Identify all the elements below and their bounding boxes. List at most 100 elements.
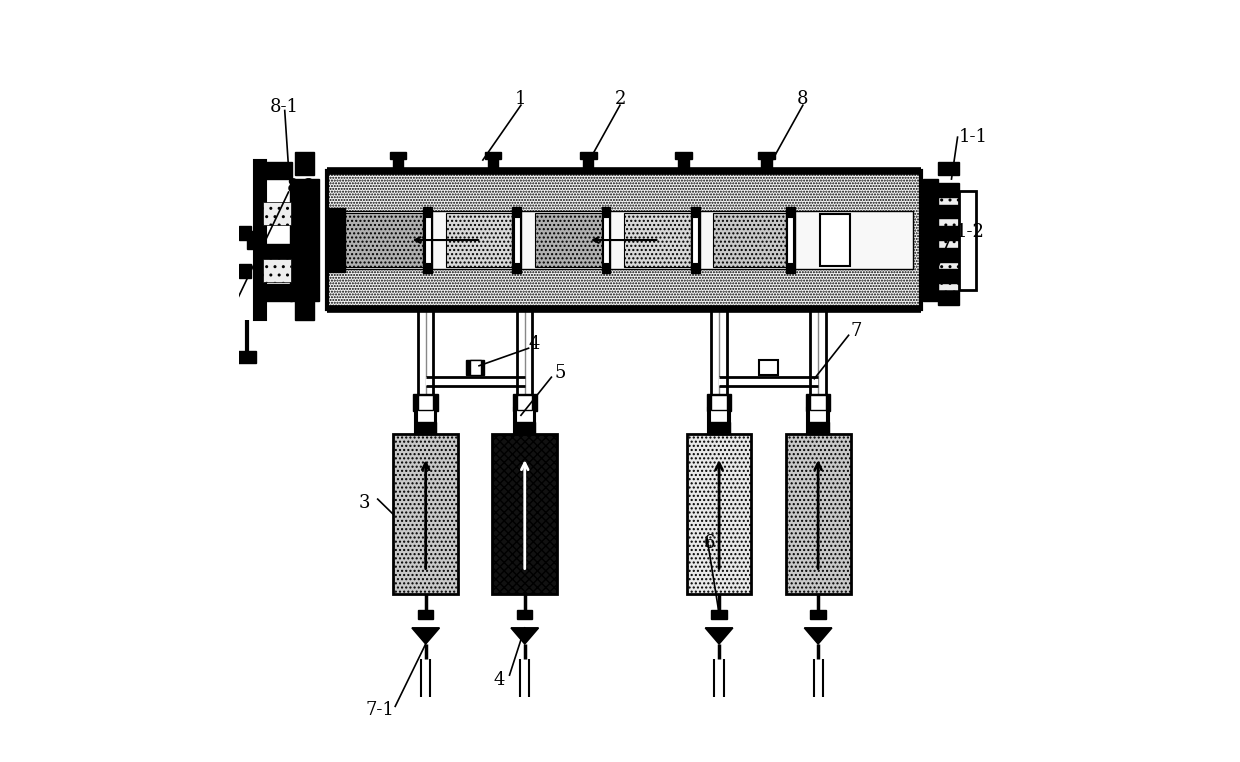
Bar <box>937 183 959 197</box>
Bar <box>761 155 771 171</box>
Bar <box>937 291 959 305</box>
Bar <box>254 160 265 320</box>
Bar <box>937 205 959 219</box>
Text: 1: 1 <box>515 90 527 108</box>
Bar <box>517 309 532 408</box>
Bar <box>515 408 536 434</box>
Text: 2: 2 <box>614 90 626 108</box>
Bar <box>937 248 959 261</box>
Bar <box>413 394 438 411</box>
Bar <box>708 408 729 434</box>
Bar <box>807 408 828 434</box>
Bar <box>719 377 818 386</box>
Bar <box>263 259 291 282</box>
Text: 8: 8 <box>797 90 808 108</box>
Polygon shape <box>805 628 832 644</box>
Bar <box>247 231 255 249</box>
Bar <box>711 409 728 432</box>
Bar <box>713 213 790 267</box>
Bar <box>263 202 291 225</box>
Text: 6: 6 <box>704 533 715 552</box>
Bar <box>330 213 428 267</box>
Bar <box>583 155 594 171</box>
Bar <box>534 213 606 267</box>
Bar <box>687 434 751 594</box>
Bar <box>786 207 795 273</box>
Bar <box>445 213 517 267</box>
Bar <box>513 217 520 263</box>
Bar <box>326 171 921 309</box>
Text: 3: 3 <box>360 494 371 512</box>
Bar <box>624 213 696 267</box>
Bar <box>262 162 293 179</box>
Bar <box>758 152 775 159</box>
Bar <box>712 610 727 619</box>
Bar <box>418 610 433 619</box>
Bar <box>678 155 688 171</box>
Text: 5: 5 <box>554 364 567 383</box>
Bar <box>295 152 314 175</box>
Bar <box>808 409 827 432</box>
Bar <box>517 395 532 410</box>
Polygon shape <box>706 628 733 644</box>
Text: 4: 4 <box>494 671 505 689</box>
Bar <box>580 152 596 159</box>
Bar <box>393 155 403 171</box>
Bar <box>418 395 433 410</box>
Bar <box>937 270 959 283</box>
Bar <box>485 152 501 159</box>
Bar <box>417 409 435 432</box>
Bar <box>415 408 436 434</box>
Bar <box>393 434 458 594</box>
Bar <box>675 152 692 159</box>
Bar <box>820 214 851 266</box>
Bar <box>786 434 851 594</box>
Bar <box>512 394 537 411</box>
Text: 1-2: 1-2 <box>955 223 985 242</box>
Bar <box>262 244 293 261</box>
Bar <box>806 394 831 411</box>
Bar <box>239 226 252 240</box>
Text: 7: 7 <box>851 322 862 341</box>
Bar <box>237 351 255 363</box>
Bar <box>807 422 828 434</box>
Bar <box>923 179 937 301</box>
Bar <box>787 217 794 263</box>
Text: 8-2: 8-2 <box>286 178 316 196</box>
Bar <box>708 422 729 434</box>
Bar <box>239 264 252 278</box>
Bar <box>759 360 777 375</box>
Bar <box>692 217 698 263</box>
Bar <box>466 360 485 375</box>
Bar <box>603 217 609 263</box>
Bar <box>935 190 961 290</box>
Bar <box>389 152 407 159</box>
Bar <box>425 217 430 263</box>
Bar <box>329 208 345 272</box>
Bar <box>425 377 525 386</box>
Bar <box>516 409 534 432</box>
Bar <box>512 207 521 273</box>
Bar <box>487 155 498 171</box>
Polygon shape <box>511 628 538 644</box>
Bar <box>415 422 436 434</box>
Text: 4: 4 <box>528 335 539 354</box>
Bar <box>335 211 914 269</box>
Bar <box>423 207 432 273</box>
Text: 7-1: 7-1 <box>366 701 394 719</box>
Bar <box>290 179 319 301</box>
Bar <box>492 434 557 594</box>
Bar <box>811 610 826 619</box>
Bar <box>712 309 727 408</box>
Bar <box>418 309 433 408</box>
Text: 1-1: 1-1 <box>959 128 988 146</box>
Bar <box>712 395 727 410</box>
Polygon shape <box>412 628 439 644</box>
Bar <box>601 207 610 273</box>
Bar <box>811 395 826 410</box>
Bar <box>959 190 976 290</box>
Bar <box>691 207 699 273</box>
Bar <box>295 301 314 320</box>
Bar <box>707 394 732 411</box>
Bar <box>470 360 481 375</box>
